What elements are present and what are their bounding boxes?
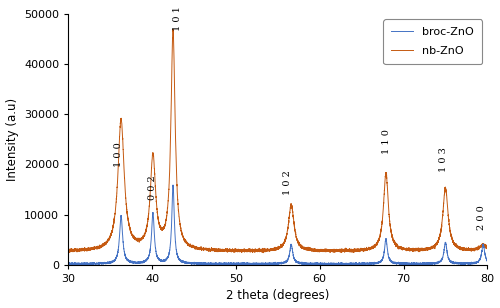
broc-ZnO — [314, 262, 320, 266]
broc-ZnO — [66, 261, 71, 265]
nb-ZnO — [217, 249, 223, 253]
Text: 1 0 2: 1 0 2 — [284, 170, 292, 195]
Text: 1 0 1: 1 0 1 — [172, 6, 182, 31]
nb-ZnO — [170, 27, 176, 31]
Line: broc-ZnO: broc-ZnO — [68, 185, 488, 265]
Text: 1 0 3: 1 0 3 — [440, 147, 448, 172]
Text: 2 0 0: 2 0 0 — [477, 205, 486, 230]
broc-ZnO — [376, 260, 382, 264]
nb-ZnO — [332, 248, 338, 252]
broc-ZnO — [398, 262, 404, 266]
Line: nb-ZnO: nb-ZnO — [68, 29, 488, 253]
nb-ZnO — [484, 247, 490, 250]
Text: 1 1 0: 1 1 0 — [382, 130, 392, 154]
broc-ZnO — [332, 262, 338, 266]
nb-ZnO — [66, 248, 71, 252]
broc-ZnO — [170, 183, 176, 187]
broc-ZnO — [86, 262, 92, 265]
broc-ZnO — [484, 258, 490, 262]
nb-ZnO — [314, 248, 320, 252]
nb-ZnO — [86, 247, 92, 251]
broc-ZnO — [332, 263, 338, 267]
nb-ZnO — [260, 251, 266, 254]
X-axis label: 2 theta (degrees): 2 theta (degrees) — [226, 290, 330, 302]
Text: 1 0 0: 1 0 0 — [114, 142, 123, 167]
Y-axis label: Intensity (a.u): Intensity (a.u) — [6, 98, 18, 181]
broc-ZnO — [217, 262, 223, 265]
nb-ZnO — [398, 245, 404, 249]
Legend: broc-ZnO, nb-ZnO: broc-ZnO, nb-ZnO — [384, 19, 482, 64]
Text: 0 0 2: 0 0 2 — [148, 175, 158, 200]
nb-ZnO — [376, 238, 382, 242]
